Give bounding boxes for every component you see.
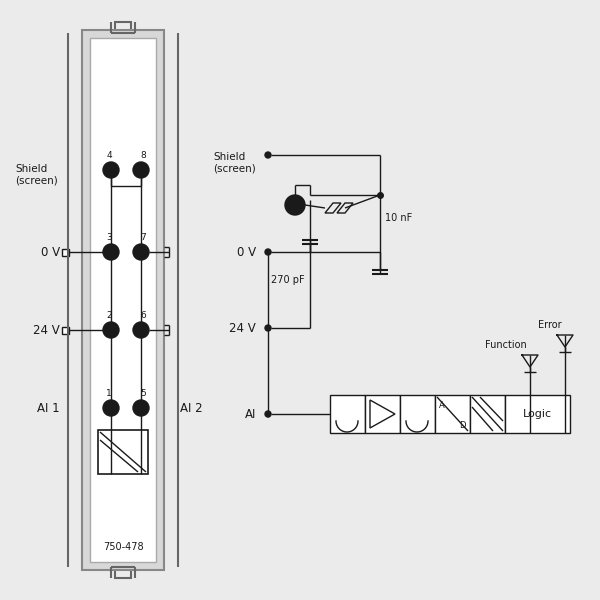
Circle shape — [265, 325, 271, 331]
Text: 10 nF: 10 nF — [385, 213, 412, 223]
Bar — [98, 430, 148, 474]
Circle shape — [265, 249, 271, 255]
Text: 24 V: 24 V — [229, 322, 256, 335]
Text: 8: 8 — [140, 151, 146, 160]
Text: A: A — [439, 401, 445, 409]
Text: Error: Error — [538, 320, 562, 330]
Text: 0 V: 0 V — [41, 245, 60, 259]
Circle shape — [103, 400, 119, 416]
Text: 3: 3 — [106, 233, 112, 242]
Text: Logic: Logic — [523, 409, 551, 419]
Circle shape — [265, 152, 271, 158]
Circle shape — [133, 162, 149, 178]
Text: 750-478: 750-478 — [103, 542, 143, 552]
Text: Function: Function — [485, 340, 527, 350]
Circle shape — [103, 162, 119, 178]
Text: Shield
(screen): Shield (screen) — [213, 152, 256, 174]
Text: AI 1: AI 1 — [37, 401, 60, 415]
Text: 1: 1 — [106, 389, 112, 398]
Bar — [400, 395, 435, 433]
Circle shape — [103, 322, 119, 338]
Text: 2: 2 — [106, 311, 112, 320]
Bar — [435, 395, 470, 433]
Bar — [330, 395, 365, 433]
Bar — [115, 568, 131, 578]
Text: 270 pF: 270 pF — [271, 275, 305, 285]
Bar — [62, 249, 69, 256]
Bar — [115, 22, 131, 32]
Bar — [470, 395, 505, 433]
Text: AI: AI — [245, 407, 256, 421]
Circle shape — [285, 195, 305, 215]
Circle shape — [103, 244, 119, 260]
Text: Shield
(screen): Shield (screen) — [15, 164, 58, 186]
Text: 24 V: 24 V — [33, 323, 60, 337]
Bar — [82, 30, 164, 570]
Text: 6: 6 — [140, 311, 146, 320]
Circle shape — [133, 244, 149, 260]
Text: 4: 4 — [106, 151, 112, 160]
Bar — [62, 327, 69, 334]
Bar — [365, 395, 400, 433]
Circle shape — [265, 411, 271, 417]
Text: D: D — [459, 421, 465, 430]
Circle shape — [133, 400, 149, 416]
Text: 0 V: 0 V — [237, 245, 256, 259]
Bar — [505, 395, 570, 433]
Text: 7: 7 — [140, 233, 146, 242]
Circle shape — [133, 322, 149, 338]
Text: 5: 5 — [140, 389, 146, 398]
Bar — [90, 38, 156, 562]
Text: AI 2: AI 2 — [180, 401, 203, 415]
